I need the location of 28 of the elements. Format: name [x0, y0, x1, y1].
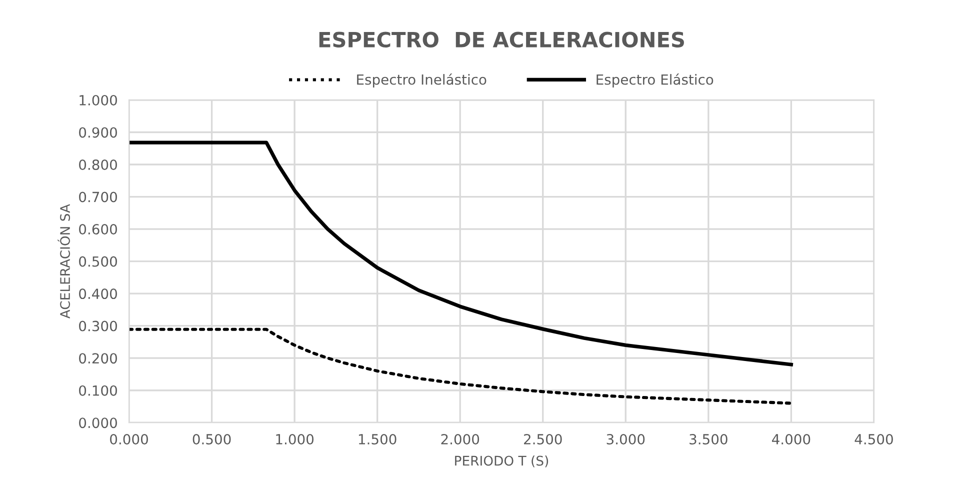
y-tick-label: 0.600 — [79, 224, 117, 235]
line-series — [129, 328, 793, 405]
y-tick-label: 0.200 — [79, 353, 117, 364]
line-series — [129, 140, 793, 366]
y-axis-title: ACELERACIÓN SA — [58, 204, 70, 319]
legend-label: Espectro Elástico — [596, 73, 714, 88]
y-tick-label: 0.900 — [79, 127, 117, 138]
x-tick-label: 1.000 — [276, 434, 314, 444]
y-tick-label: 0.000 — [79, 418, 117, 428]
y-tick-label: 0.800 — [79, 159, 117, 170]
x-tick-label: 2.500 — [524, 434, 562, 444]
y-tick-label: 0.400 — [79, 288, 117, 300]
x-tick-label: 1.500 — [358, 434, 396, 444]
y-tick-label: 0.700 — [79, 192, 117, 202]
legend-label: Espectro Inelástico — [357, 73, 486, 88]
y-tick-label: 1.000 — [80, 94, 117, 106]
y-tick-label: 0.500 — [79, 256, 117, 267]
x-tick-label: 0.000 — [110, 434, 148, 444]
x-tick-label: 4.000 — [772, 434, 810, 444]
x-tick-label: 3.500 — [690, 434, 728, 444]
chart-title: ESPECTRO DE ACELERACIONES — [319, 32, 684, 48]
x-axis-title: PERIODO T (S) — [455, 456, 548, 468]
y-tick-label: 0.100 — [79, 385, 117, 396]
x-tick-label: 0.500 — [192, 434, 231, 444]
x-tick-label: 4.500 — [854, 434, 893, 444]
y-tick-label: 0.300 — [79, 320, 117, 332]
x-tick-label: 2.000 — [441, 434, 480, 444]
x-tick-label: 3.000 — [606, 434, 645, 444]
